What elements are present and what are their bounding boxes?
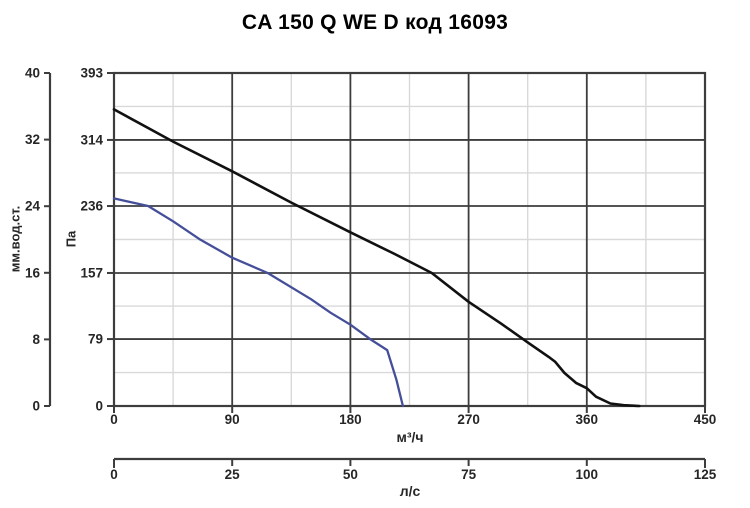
tick-label-x-secondary: 25 xyxy=(225,467,241,482)
y-axis-secondary-title: мм.вод.ст. xyxy=(7,205,23,273)
tick-label-x-primary: 0 xyxy=(110,412,118,427)
tick-label-y-primary: 393 xyxy=(80,66,103,81)
tick-label-x-secondary: 125 xyxy=(694,467,717,482)
tick-label-x-primary: 180 xyxy=(339,412,362,427)
tick-label-y-primary: 157 xyxy=(80,265,103,280)
tick-label-x-secondary: 50 xyxy=(343,467,358,482)
plot-frame xyxy=(112,71,707,408)
y-axis-primary-title: Па xyxy=(63,230,79,248)
tick-label-x-secondary: 75 xyxy=(461,467,477,482)
tick-label-y-primary: 79 xyxy=(88,332,103,347)
tick-label-y-secondary: 24 xyxy=(25,199,41,214)
tick-label-x-secondary: 100 xyxy=(576,467,599,482)
tick-label-y-secondary: 40 xyxy=(25,66,40,81)
x-axis-primary-title: м³/ч xyxy=(396,429,424,445)
series-curve-blue xyxy=(112,197,405,408)
tick-label-y-primary: 236 xyxy=(80,199,103,214)
tick-label-x-primary: 360 xyxy=(576,412,599,427)
tick-label-x-primary: 270 xyxy=(457,412,480,427)
tick-label-x-secondary: 0 xyxy=(110,467,118,482)
tick-label-y-primary: 314 xyxy=(80,132,103,147)
x-axis-secondary-title: л/с xyxy=(399,483,421,499)
tick-label-y-secondary: 8 xyxy=(32,332,40,347)
tick-label-x-primary: 90 xyxy=(225,412,240,427)
tick-label-y-primary: 0 xyxy=(95,399,103,414)
tick-label-y-secondary: 16 xyxy=(25,265,41,280)
series-curve-black xyxy=(112,108,641,408)
tick-label-y-secondary: 32 xyxy=(25,132,40,147)
tick-label-y-secondary: 0 xyxy=(32,399,40,414)
tick-label-x-primary: 450 xyxy=(694,412,717,427)
chart-title: CA 150 Q WE D код 16093 xyxy=(241,11,509,34)
